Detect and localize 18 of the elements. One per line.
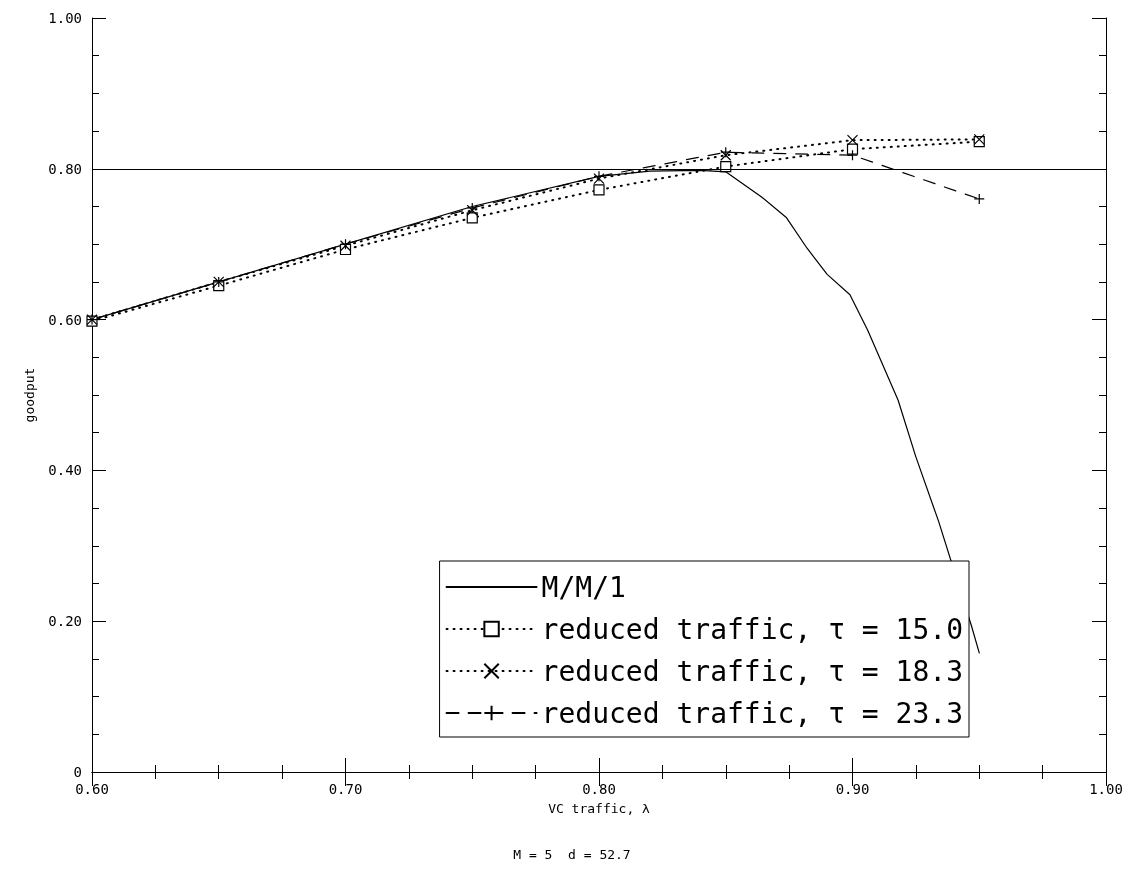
x-tick-label: 1.00 [1089,781,1123,797]
legend-label: reduced traffic, τ = 18.3 [541,654,963,688]
y-tick-label: 0 [73,764,82,780]
y-tick-label: 0.40 [48,462,82,479]
legend-label: reduced traffic, τ = 23.3 [541,696,963,730]
legend-label: reduced traffic, τ = 15.0 [541,612,963,646]
legend-label: M/M/1 [541,570,626,604]
y-tick-label: 0.80 [48,160,82,177]
x-tick-label: 0.60 [75,781,109,797]
x-axis-title: VC traffic, λ [548,801,651,816]
x-tick-label: 0.90 [835,781,870,797]
y-tick-label: 0.60 [48,311,82,328]
y-tick-label: 0.20 [48,613,82,630]
text: M = 5 d = 52.7 [513,847,631,862]
y-tick-label: 1.00 [48,10,82,26]
x-tick-label: 0.80 [582,781,616,797]
x-tick-label: 0.70 [328,781,363,797]
y-axis-title: goodput [22,367,37,423]
